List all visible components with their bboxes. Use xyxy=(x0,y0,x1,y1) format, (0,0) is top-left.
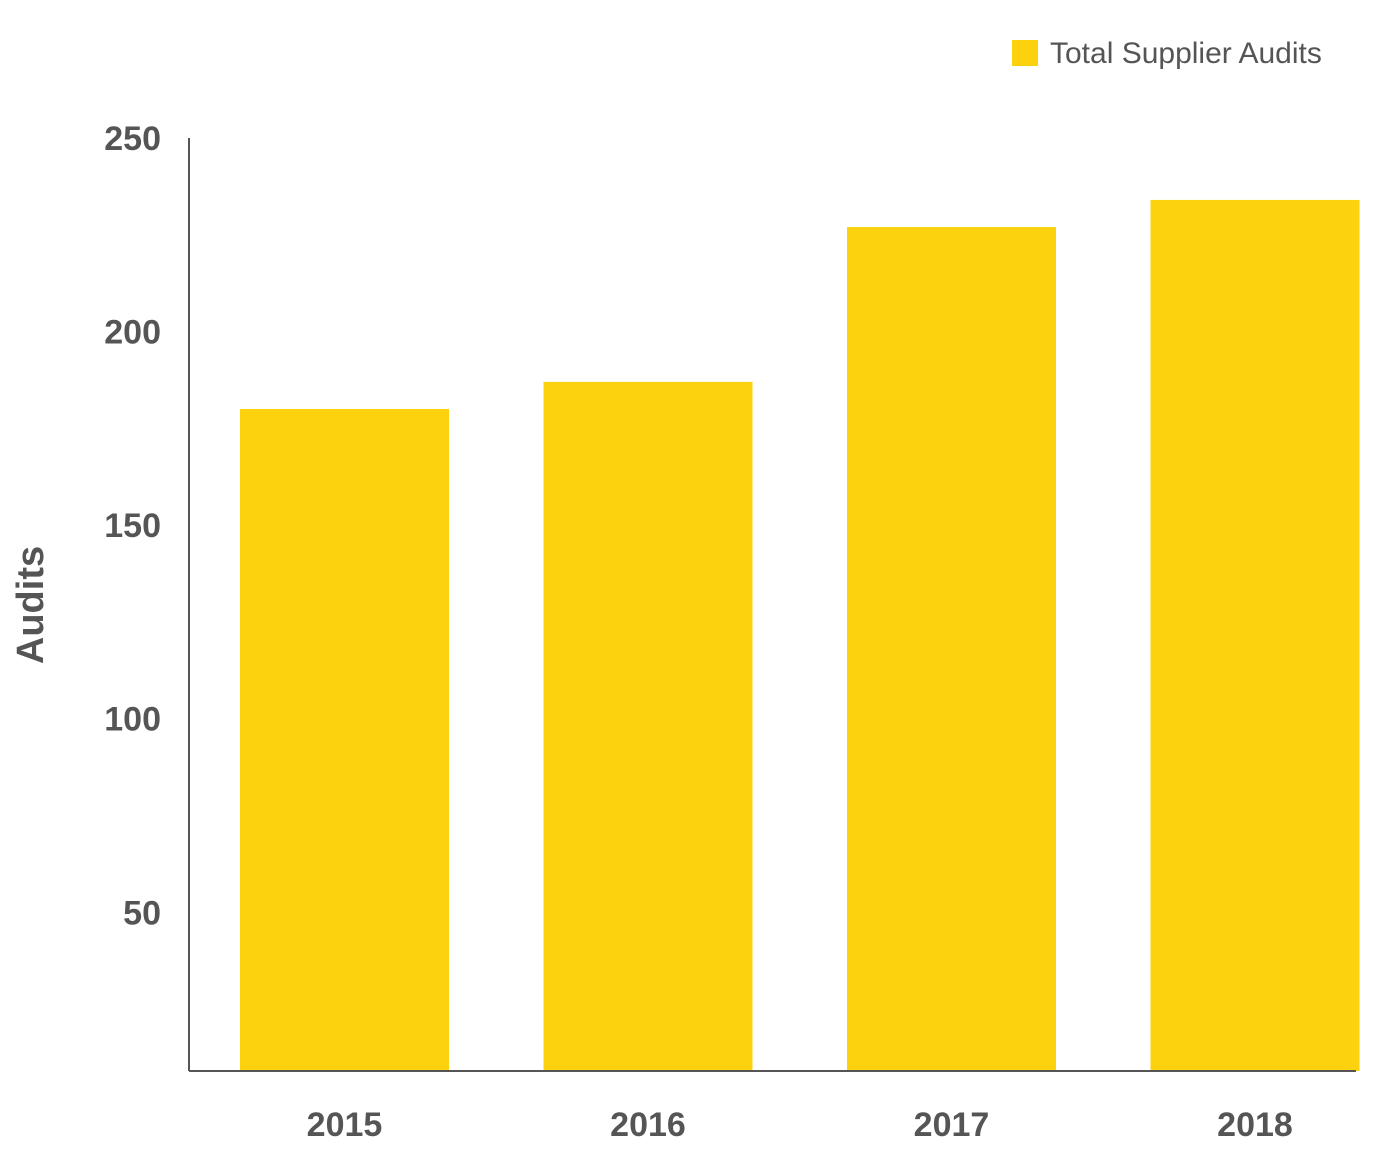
x-tick-label: 2016 xyxy=(610,1106,686,1144)
bar-2017 xyxy=(847,227,1056,1071)
y-tick-label: 200 xyxy=(104,314,161,352)
x-axis-ticks: 2015 2016 2017 2018 xyxy=(307,1106,1293,1144)
y-tick-label: 150 xyxy=(104,507,161,545)
y-axis-label: Audits xyxy=(10,546,52,664)
bars xyxy=(240,199,1360,1072)
bar-2015 xyxy=(240,408,449,1071)
x-tick-label: 2015 xyxy=(307,1106,383,1144)
bar-2018 xyxy=(1150,199,1360,1072)
y-tick-label: 250 xyxy=(104,120,161,158)
x-tick-label: 2017 xyxy=(914,1106,990,1144)
y-axis-ticks: 50 100 150 200 250 xyxy=(104,120,161,932)
x-tick-label: 2018 xyxy=(1217,1106,1293,1144)
y-tick-label: 50 xyxy=(123,894,161,932)
legend-label: Total Supplier Audits xyxy=(1050,37,1322,70)
bar-2016 xyxy=(543,381,753,1072)
legend-swatch xyxy=(1012,40,1038,66)
legend: Total Supplier Audits xyxy=(1012,37,1322,70)
y-tick-label: 100 xyxy=(104,701,161,739)
